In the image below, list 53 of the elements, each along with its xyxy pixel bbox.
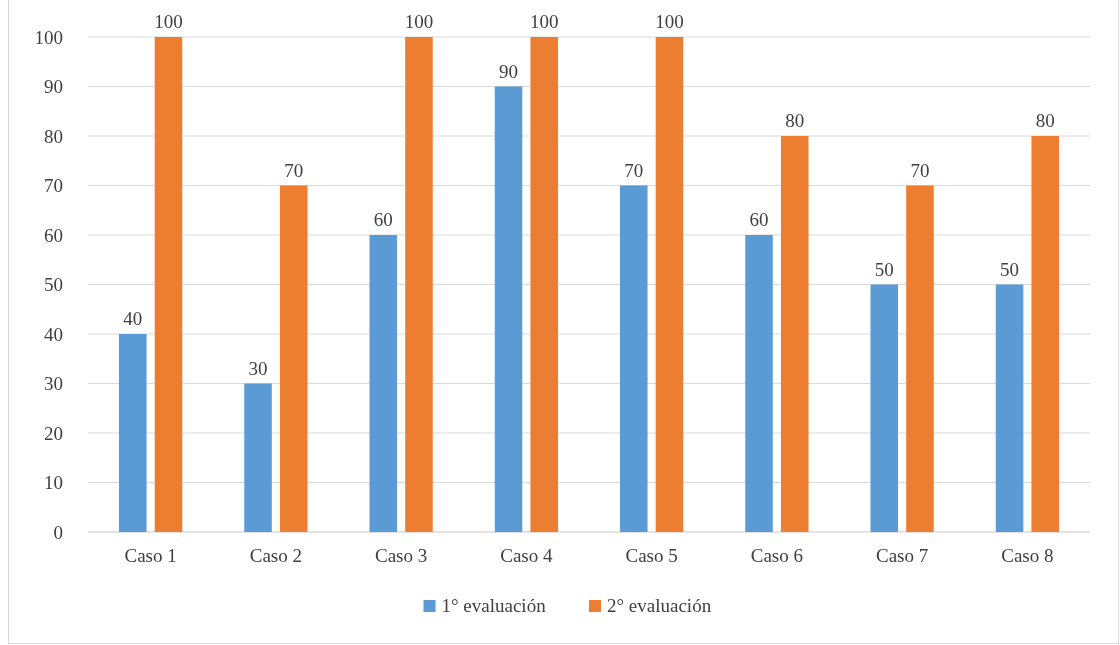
x-tick-label: Caso 8 bbox=[1001, 545, 1054, 566]
x-tick-label: Caso 6 bbox=[750, 545, 803, 566]
y-tick-label: 90 bbox=[44, 76, 63, 98]
x-tick-label: Caso 7 bbox=[876, 545, 929, 566]
legend-label: 1° evaluación bbox=[441, 595, 547, 616]
bar bbox=[154, 37, 183, 532]
x-tick-label: Caso 3 bbox=[375, 545, 428, 566]
data-label: 40 bbox=[123, 308, 143, 329]
bar bbox=[995, 284, 1024, 532]
y-tick-label: 100 bbox=[34, 26, 63, 48]
y-tick-label: 80 bbox=[44, 125, 63, 147]
data-label: 50 bbox=[874, 258, 894, 280]
data-label: 100 bbox=[404, 11, 434, 32]
bar bbox=[244, 383, 272, 532]
data-label: 70 bbox=[910, 159, 930, 181]
bar bbox=[780, 136, 809, 532]
x-tick-label: Caso 1 bbox=[124, 545, 177, 566]
data-label: 100 bbox=[529, 11, 559, 32]
y-tick-label: 0 bbox=[53, 521, 63, 543]
bar bbox=[369, 235, 398, 532]
data-label: 70 bbox=[284, 159, 304, 181]
data-label: 80 bbox=[1035, 110, 1055, 131]
data-label: 100 bbox=[154, 11, 183, 32]
data-label: 60 bbox=[373, 209, 393, 230]
bar bbox=[745, 235, 773, 532]
bar bbox=[620, 185, 648, 532]
data-label: 30 bbox=[248, 357, 268, 379]
data-label: 100 bbox=[655, 11, 684, 32]
data-label: 60 bbox=[749, 209, 769, 230]
y-tick-label: 60 bbox=[44, 224, 63, 246]
y-tick-label: 40 bbox=[44, 323, 63, 345]
bar bbox=[906, 185, 934, 532]
bar bbox=[655, 37, 684, 532]
y-tick-label: 70 bbox=[44, 175, 63, 197]
y-tick-label: 30 bbox=[44, 373, 63, 395]
bar bbox=[1031, 136, 1060, 532]
y-tick-label: 20 bbox=[44, 422, 63, 444]
bar bbox=[119, 334, 147, 532]
x-tick-label: Caso 4 bbox=[500, 545, 553, 566]
data-label: 90 bbox=[499, 60, 519, 82]
bar bbox=[279, 185, 308, 532]
data-label: 70 bbox=[624, 159, 644, 181]
bar bbox=[870, 284, 899, 532]
data-label: 80 bbox=[785, 110, 805, 131]
y-tick-label: 10 bbox=[44, 472, 63, 494]
bar bbox=[494, 86, 523, 532]
y-tick-label: 50 bbox=[44, 274, 63, 296]
legend-label: 2° evaluación bbox=[607, 595, 712, 616]
bar bbox=[405, 37, 433, 532]
x-tick-label: Caso 2 bbox=[249, 545, 302, 566]
bar bbox=[530, 37, 558, 532]
data-label: 50 bbox=[1000, 258, 1020, 280]
x-tick-label: Caso 5 bbox=[625, 545, 678, 566]
